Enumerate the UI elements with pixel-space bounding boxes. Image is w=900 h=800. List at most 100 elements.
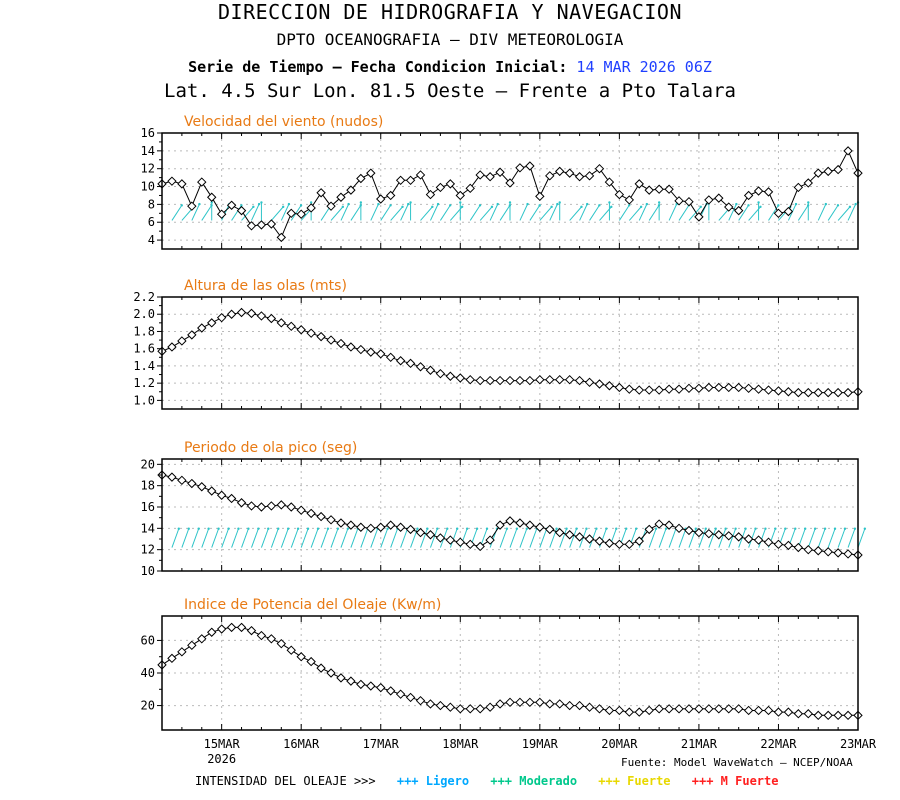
- direction-arrow-head: [843, 527, 847, 530]
- direction-arrow-head: [197, 527, 200, 530]
- direction-arrow-head: [754, 527, 757, 530]
- direction-arrow-head: [550, 205, 553, 209]
- data-point: [246, 221, 257, 231]
- data-point: [594, 536, 605, 546]
- direction-arrow-head: [735, 202, 738, 206]
- direction-arrow: [499, 528, 508, 548]
- data-point: [266, 634, 277, 644]
- data-point: [356, 679, 366, 690]
- y-tick-label: 60: [141, 633, 155, 647]
- data-point: [753, 705, 764, 716]
- data-point: [276, 500, 287, 510]
- data-point: [385, 520, 396, 530]
- data-point: [654, 385, 664, 395]
- direction-arrow-head: [757, 201, 760, 204]
- direction-arrow: [807, 528, 816, 548]
- data-point: [584, 534, 595, 544]
- y-tick-label: 1.6: [133, 342, 155, 356]
- x-year-label: 2026: [207, 752, 236, 766]
- data-point: [803, 178, 813, 188]
- direction-arrow-head: [610, 205, 613, 209]
- direction-arrow: [817, 528, 826, 548]
- direction-arrow: [330, 206, 344, 221]
- direction-arrow-head: [774, 527, 777, 530]
- data-point: [694, 527, 704, 538]
- data-point: [336, 518, 346, 528]
- data-point: [316, 663, 326, 673]
- y-tick-label: 20: [141, 457, 155, 471]
- y-tick-label: 1.2: [133, 376, 155, 390]
- direction-arrow: [181, 528, 190, 548]
- data-point: [385, 190, 396, 201]
- direction-arrow-head: [227, 527, 230, 530]
- data-point: [296, 652, 306, 662]
- direction-arrow: [638, 203, 648, 221]
- direction-arrow: [251, 203, 260, 221]
- data-point: [197, 177, 207, 187]
- direction-arrow: [430, 203, 439, 221]
- data-point: [435, 368, 446, 379]
- data-point: [574, 375, 585, 386]
- direction-arrow-head: [627, 204, 631, 207]
- data-point: [286, 208, 296, 219]
- direction-arrow-head: [455, 527, 459, 530]
- direction-arrow-head: [598, 204, 601, 207]
- direction-arrow-head: [764, 527, 767, 530]
- data-point: [704, 195, 714, 205]
- data-point: [485, 702, 495, 712]
- data-point: [246, 625, 257, 636]
- direction-arrow-head: [409, 201, 412, 204]
- direction-arrow: [360, 528, 369, 548]
- direction-arrow: [340, 528, 349, 548]
- y-tick-label: 16: [141, 126, 155, 140]
- direction-arrow: [489, 203, 499, 221]
- data-point: [266, 219, 277, 229]
- direction-arrow: [469, 205, 481, 221]
- data-point: [256, 502, 267, 512]
- data-point: [296, 505, 306, 515]
- direction-arrow: [847, 528, 856, 548]
- data-point: [495, 375, 505, 386]
- data-point: [793, 387, 804, 398]
- direction-arrow-head: [724, 527, 727, 530]
- direction-arrow: [628, 206, 642, 221]
- data-point: [594, 163, 605, 174]
- direction-arrow: [350, 205, 362, 221]
- direction-arrow: [579, 203, 588, 221]
- data-point: [177, 475, 187, 486]
- panel-title: Indice de Potencia del Oleaje (Kw/m): [184, 597, 441, 613]
- data-point: [714, 704, 724, 714]
- data-point: [276, 318, 287, 328]
- direction-arrow-head: [296, 527, 300, 530]
- direction-arrow-head: [460, 205, 464, 209]
- data-point: [415, 170, 426, 180]
- data-point: [376, 682, 386, 693]
- direction-arrow: [529, 205, 541, 221]
- direction-arrow-head: [586, 202, 589, 206]
- direction-arrow-head: [784, 527, 787, 530]
- direction-arrow: [280, 528, 289, 548]
- data-point: [246, 308, 257, 319]
- direction-arrow: [559, 528, 568, 548]
- data-point: [485, 535, 495, 545]
- data-point: [584, 377, 595, 387]
- data-point: [564, 700, 575, 711]
- direction-arrow-head: [634, 527, 638, 530]
- data-point: [425, 189, 436, 200]
- direction-arrow-head: [505, 527, 509, 530]
- data-point: [385, 686, 396, 696]
- direction-arrow: [410, 528, 418, 548]
- data-point: [833, 387, 843, 398]
- direction-arrow-head: [853, 527, 857, 530]
- direction-arrow: [569, 206, 582, 221]
- data-point: [485, 375, 495, 386]
- direction-arrow: [420, 206, 433, 221]
- data-point: [793, 542, 804, 553]
- direction-arrow: [350, 528, 359, 548]
- data-point: [455, 373, 465, 383]
- direction-arrow-head: [187, 527, 190, 530]
- direction-arrow-head: [359, 201, 363, 204]
- direction-arrow: [847, 203, 857, 221]
- direction-arrow-head: [813, 527, 817, 530]
- data-point: [525, 375, 535, 386]
